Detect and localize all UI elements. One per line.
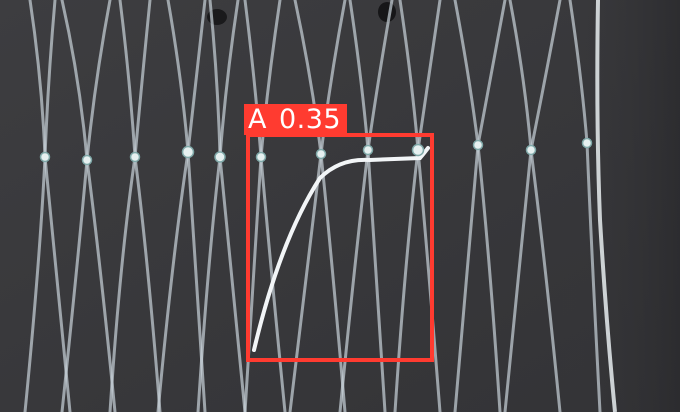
detection-class-label: A — [248, 104, 267, 135]
hole-right — [378, 2, 396, 22]
detection-label: A 0.35 — [244, 104, 348, 135]
node-markers — [39, 137, 593, 166]
right-vertical-strand — [595, 0, 617, 412]
detection-confidence: 0.35 — [278, 104, 342, 135]
detection-bounding-box — [246, 133, 434, 362]
detected-curved-strand — [252, 146, 430, 352]
crossing-strands — [23, 0, 602, 412]
